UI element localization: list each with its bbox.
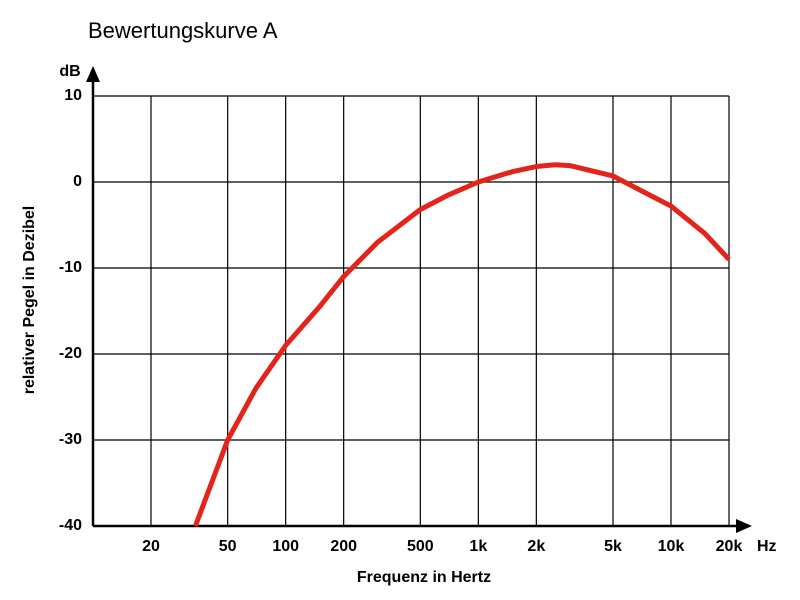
x-tick-label: 50 [219,538,237,555]
x-tick-label: 10k [658,538,685,555]
y-tick-label: 10 [64,87,82,104]
x-tick-label: 200 [330,538,357,555]
y-tick-label: -20 [59,345,82,362]
y-tick-label: -30 [59,431,82,448]
x-unit: Hz [757,538,777,555]
chart-title: Bewertungskurve A [88,18,278,43]
x-tick-label: 2k [527,538,545,555]
x-tick-label: 500 [407,538,434,555]
x-tick-label: 5k [604,538,622,555]
y-tick-label: 0 [73,173,82,190]
y-tick-label: -40 [59,517,82,534]
curve [193,162,731,527]
y-axis-arrow [86,66,100,82]
y-tick-label: -10 [59,259,82,276]
x-axis-label: Frequenz in Hertz [357,569,491,586]
grid [93,95,730,527]
y-unit: dB [59,63,80,80]
x-tick-label: 20 [142,538,160,555]
x-tick-label: 100 [272,538,299,555]
x-tick-label: 1k [469,538,487,555]
x-tick-label: 20k [716,538,743,555]
y-axis-label: relativer Pegel in Dezibel [21,206,38,395]
x-axis-arrow [736,519,752,533]
